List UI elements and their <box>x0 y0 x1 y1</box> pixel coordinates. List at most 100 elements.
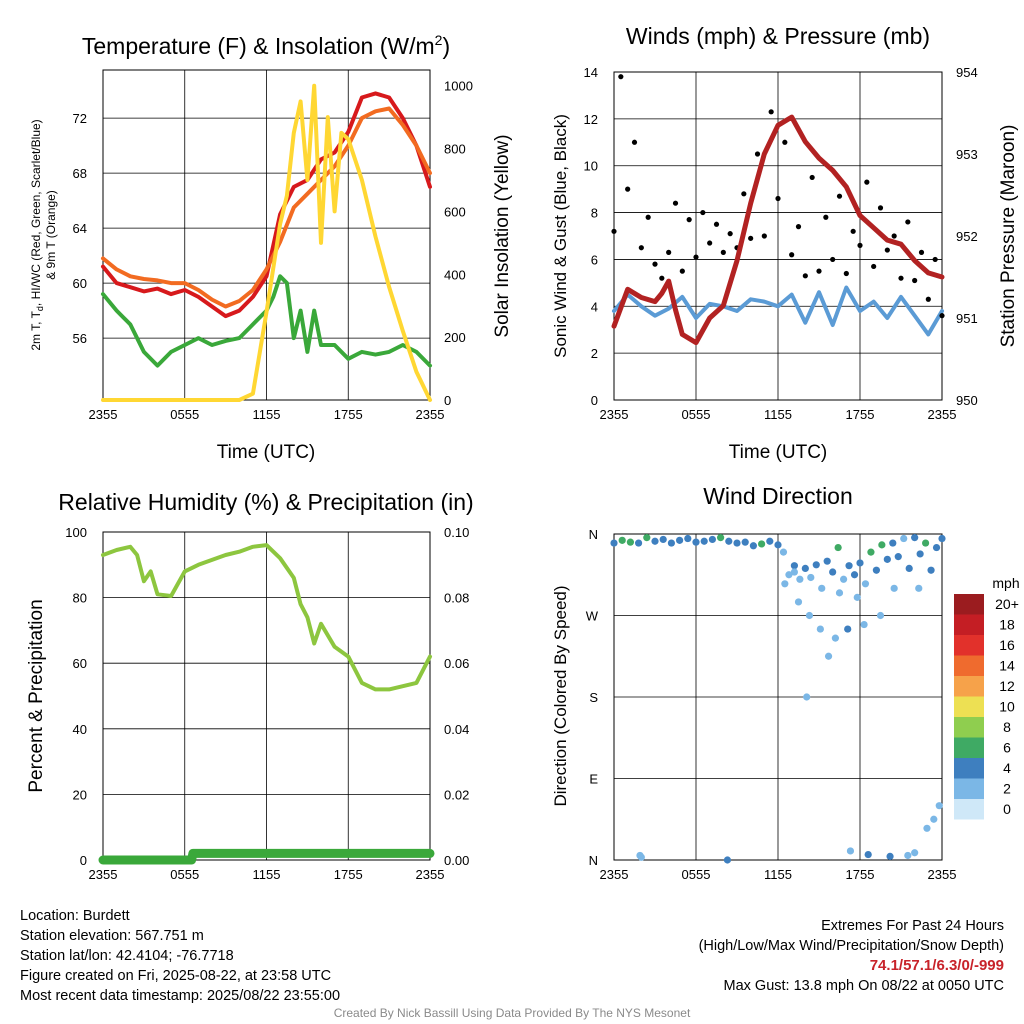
direction-point <box>618 536 626 544</box>
direction-point <box>812 561 820 569</box>
direction-point <box>805 611 814 620</box>
direction-point <box>651 537 659 545</box>
gust-point <box>782 139 788 145</box>
max-gust-text: Max Gust: 13.8 mph On 08/22 at 0050 UTC <box>723 978 1004 994</box>
y2-tick-label: 600 <box>444 204 466 219</box>
legend-label: 12 <box>999 678 1015 694</box>
y2-tick-label: 400 <box>444 267 466 282</box>
y2-tick-label: 952 <box>956 229 978 244</box>
gust-point <box>638 245 644 251</box>
direction-point <box>723 856 732 864</box>
gust-point <box>611 228 617 234</box>
direction-point <box>733 539 741 547</box>
y-tick-label: E <box>589 772 598 787</box>
direction-point <box>725 537 733 545</box>
direction-point <box>883 555 891 563</box>
direction-point <box>610 539 618 547</box>
temperature-ylabel-right: Solar Insolation (Yellow) <box>492 134 513 337</box>
gust-point <box>679 268 685 274</box>
series-line <box>612 285 944 337</box>
direction-point <box>774 541 782 549</box>
direction-point <box>850 571 859 579</box>
series-line <box>611 114 945 346</box>
temperature-xlabel: Time (UTC) <box>217 442 316 463</box>
x-tick-label: 2355 <box>600 407 629 422</box>
y-tick-label: 4 <box>591 299 598 314</box>
gust-point <box>631 139 638 145</box>
y2-tick-label: 1000 <box>444 79 473 94</box>
direction-point <box>790 568 799 576</box>
y-tick-label: 56 <box>73 331 87 346</box>
direction-point <box>834 543 842 552</box>
direction-point <box>758 540 766 548</box>
gust-point <box>877 205 884 211</box>
direction-point <box>692 538 700 546</box>
direction-point <box>676 536 684 544</box>
y-tick-label: 40 <box>73 722 87 737</box>
gust-point <box>795 224 802 230</box>
gust-point <box>618 74 624 80</box>
gust-point <box>857 242 863 248</box>
legend-label: 6 <box>1003 740 1011 756</box>
gust-point <box>748 235 754 241</box>
direction-point <box>785 571 793 579</box>
direction-point <box>930 815 938 823</box>
x-tick-label: 2355 <box>600 867 629 882</box>
legend-swatch <box>954 737 984 758</box>
winds-panel: Winds (mph) & Pressure (mb) 2355 0555 1155… <box>551 23 1019 463</box>
x-tick-label: 0555 <box>170 867 199 882</box>
x-tick-label: 2355 <box>928 407 957 422</box>
y2-tick-label: 800 <box>444 142 466 157</box>
direction-point <box>932 543 941 552</box>
legend-swatch <box>954 778 984 799</box>
speed-legend: mph 20+ 18 16 14 12 10 8 6 4 2 0 <box>954 575 1020 820</box>
gust-point <box>775 195 781 202</box>
gust-point <box>707 240 713 246</box>
gust-point <box>789 252 795 258</box>
direction-point <box>911 534 919 542</box>
gust-point <box>850 228 856 234</box>
direction-point <box>915 584 923 592</box>
y-tick-label: 0 <box>591 393 598 408</box>
direction-point <box>708 535 717 544</box>
gust-point <box>891 233 897 239</box>
direction-point <box>845 562 853 570</box>
winds-xlabel: Time (UTC) <box>729 442 828 463</box>
extremes-subtitle: (High/Low/Max Wind/Precipitation/Snow De… <box>698 938 1004 954</box>
gust-point <box>905 219 911 225</box>
direction-point <box>779 548 788 556</box>
y-tick-label: 20 <box>73 787 87 802</box>
winds-title: Winds (mph) & Pressure (mb) <box>626 23 930 49</box>
direction-point <box>900 534 908 543</box>
x-tick-label: 1755 <box>846 407 875 422</box>
y-tick-label: 60 <box>73 656 87 671</box>
y2-tick-label: 0 <box>444 393 451 408</box>
direction-point <box>667 539 676 547</box>
direction-point <box>801 564 809 573</box>
legend-label: 8 <box>1003 719 1011 735</box>
gust-point <box>809 174 815 181</box>
direction-point <box>890 584 898 592</box>
x-tick-label: 1155 <box>253 407 281 422</box>
direction-point <box>807 573 815 582</box>
direction-point <box>626 538 635 546</box>
y-tick-label: 2 <box>591 346 598 361</box>
extremes-title: Extremes For Past 24 Hours <box>821 918 1004 934</box>
x-tick-label: 1755 <box>846 867 875 882</box>
gust-point <box>741 191 747 197</box>
gust-point <box>939 313 945 319</box>
gust-point <box>830 256 836 263</box>
direction-point <box>796 575 804 583</box>
x-tick-label: 2355 <box>89 407 118 422</box>
gust-point <box>802 273 808 279</box>
direction-point <box>853 593 861 601</box>
gust-point <box>925 296 931 302</box>
humidity-ylabel-left: Percent & Precipitation <box>26 599 47 792</box>
y2-tick-label: 950 <box>956 393 978 408</box>
x-tick-label: 1755 <box>334 867 363 882</box>
direction-point <box>823 557 831 565</box>
x-tick-label: 0555 <box>682 407 711 422</box>
station-info: Location: Burdett Station elevation: 567… <box>20 906 340 1006</box>
legend-swatch <box>954 696 984 717</box>
